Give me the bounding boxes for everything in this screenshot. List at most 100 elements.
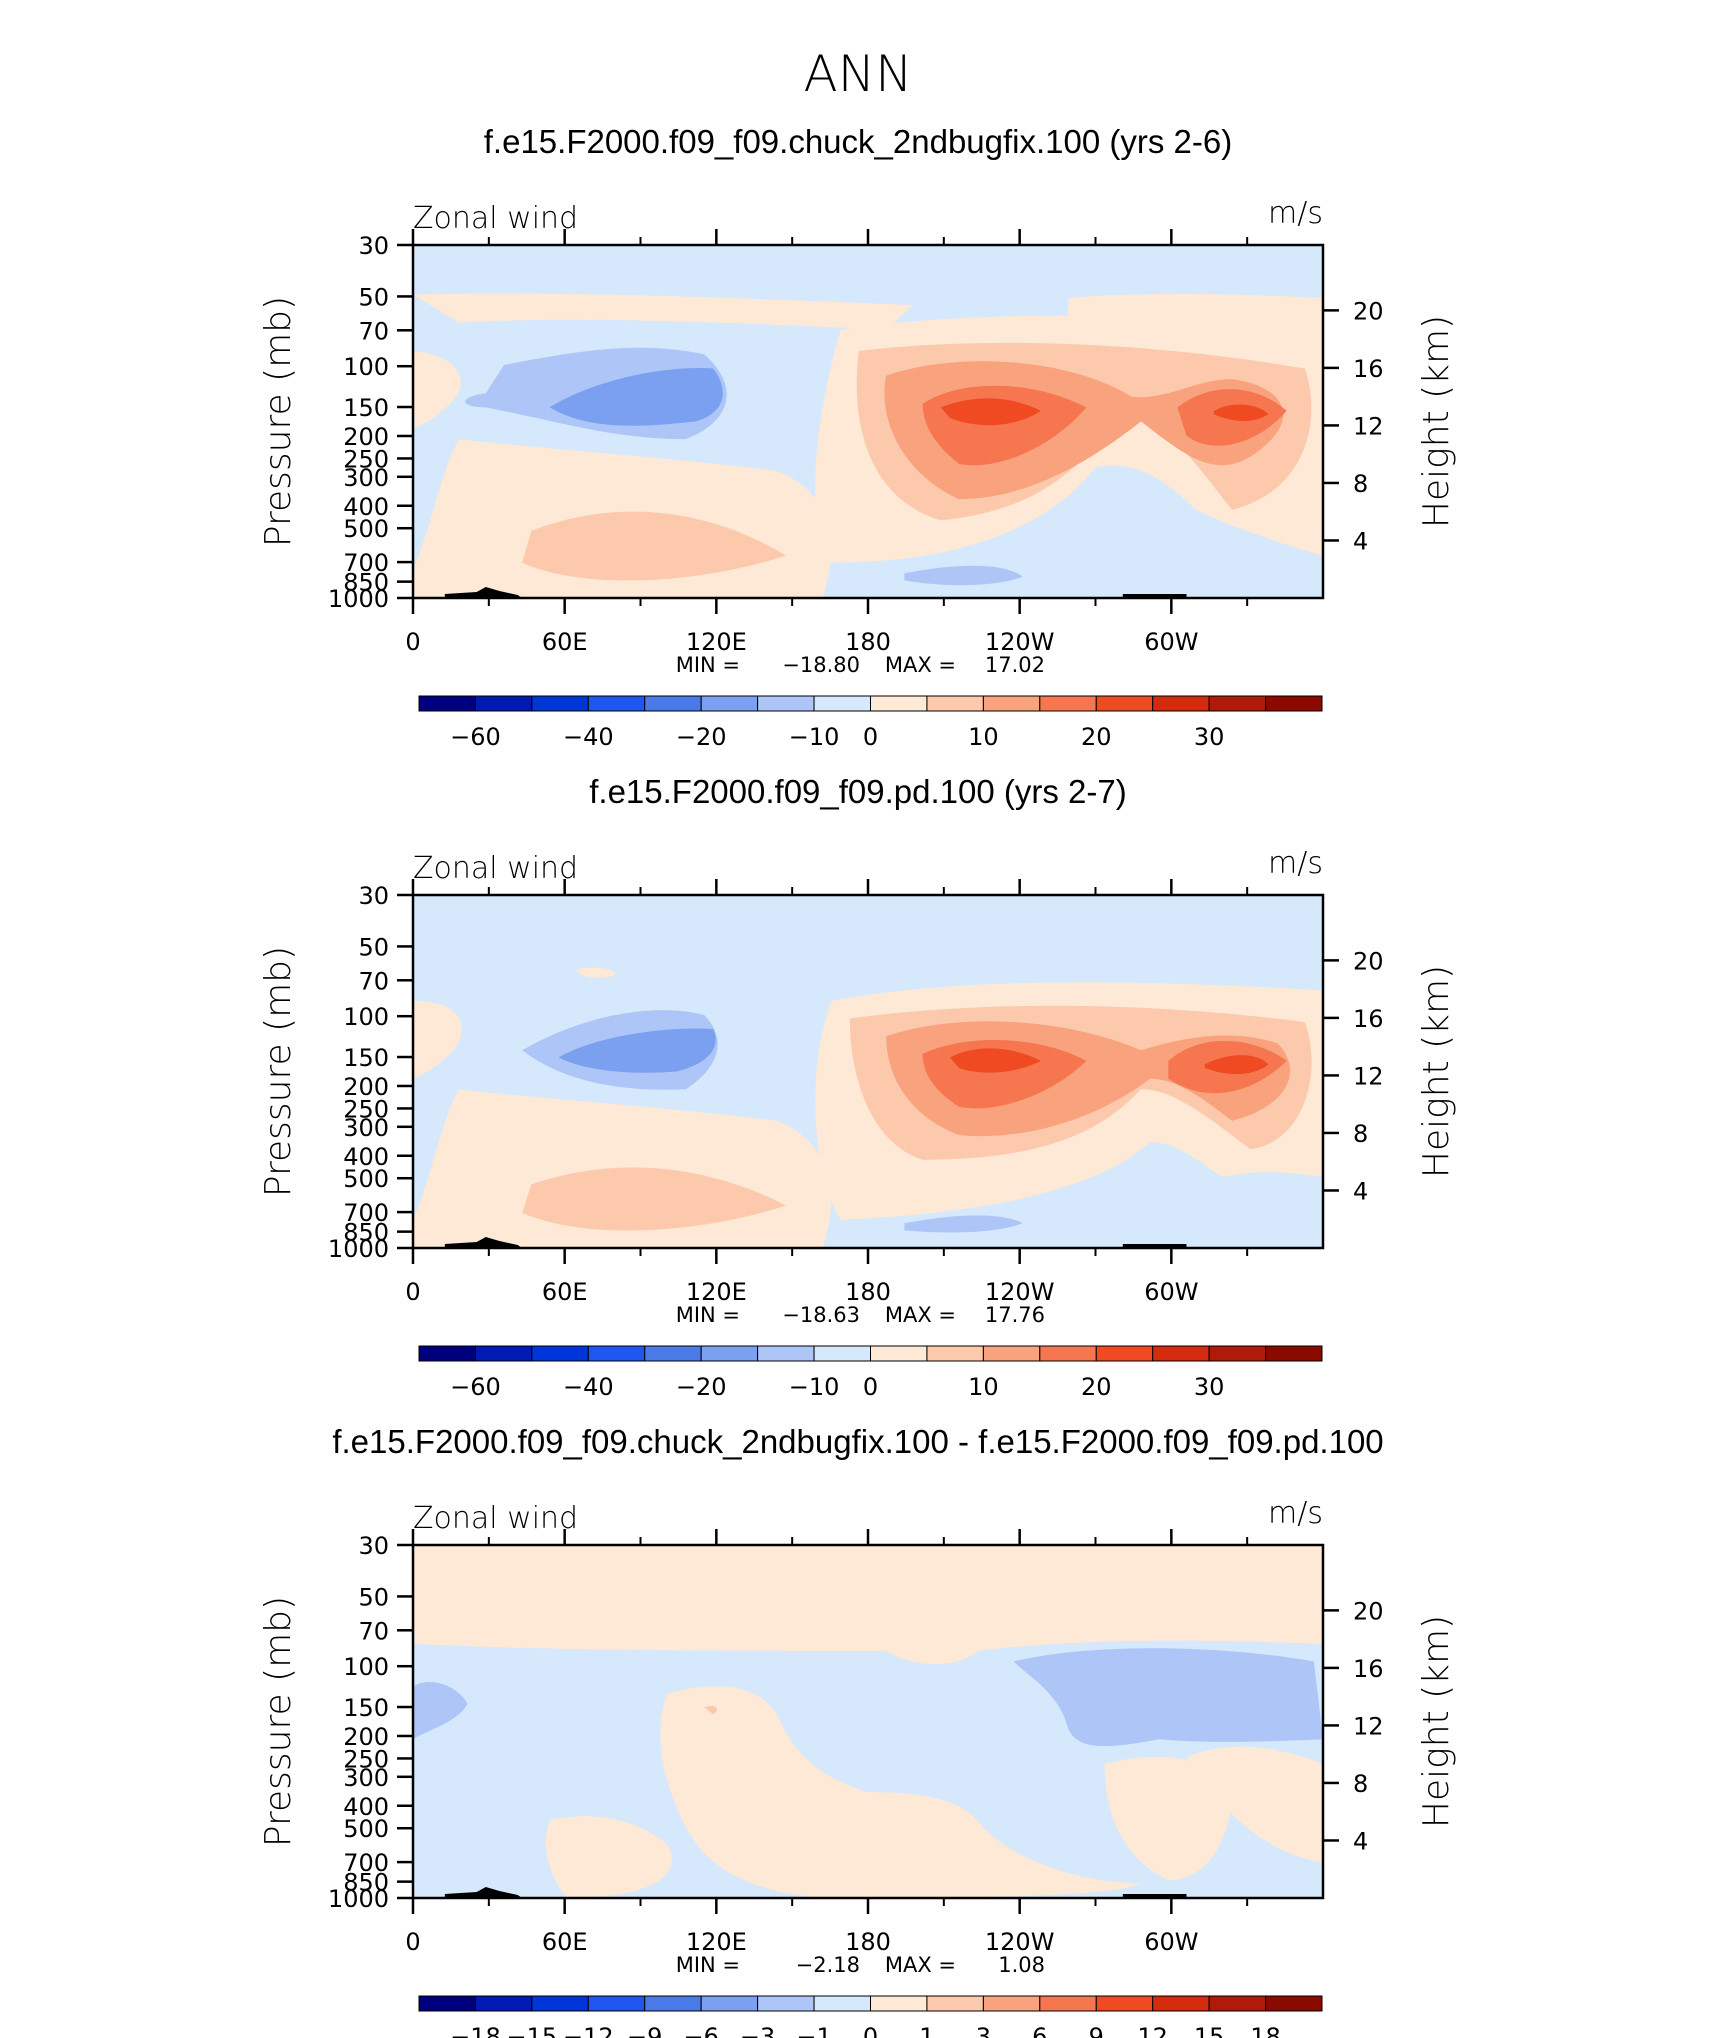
colorbar-label: −10 (789, 1373, 840, 1401)
contour-region (940, 398, 1041, 426)
contour-region (545, 1816, 672, 1898)
contour-region (522, 511, 787, 581)
x-tick-label: 60W (1144, 1278, 1198, 1306)
colorbar-swatch (644, 695, 702, 712)
colorbar-swatch (474, 1995, 533, 2012)
colorbar-label: 1 (919, 2023, 934, 2038)
y-tick-label: 1000 (328, 1885, 389, 1913)
contour-region (413, 350, 461, 429)
panel-1: f.e15.F2000.f09_f09.chuck_2ndbugfix.100 … (258, 123, 1457, 751)
terrain (444, 587, 523, 598)
contour-region (1104, 1756, 1232, 1881)
y-tick-label: 100 (343, 1653, 389, 1681)
colorbar-swatch (418, 695, 476, 712)
y-tick-label: 70 (358, 317, 389, 345)
colorbar-label: −10 (789, 723, 840, 751)
max-value: 17.02 (985, 653, 1045, 677)
colorbar-label: −1 (796, 2023, 831, 2038)
contour-region (904, 565, 1023, 586)
max-label: MAX = (885, 1953, 956, 1977)
colorbar-label: −12 (563, 2023, 614, 2038)
colorbar-label: 10 (968, 1373, 999, 1401)
height-tick-label: 4 (1353, 1827, 1368, 1855)
y-tick-label: 150 (343, 1694, 389, 1722)
y-tick-label: 500 (343, 1815, 389, 1843)
max-label: MAX = (885, 1303, 956, 1327)
colorbar-swatch (587, 695, 646, 712)
colorbar-swatch (1265, 1995, 1323, 2012)
colorbar-swatch (757, 695, 815, 712)
terrain (1122, 1894, 1187, 1898)
x-tick-label: 120W (985, 1278, 1055, 1306)
y-tick-label: 700 (343, 1199, 389, 1227)
x-tick-label: 180 (845, 1928, 891, 1956)
colorbar-swatch (757, 1995, 815, 2012)
height-tick-label: 16 (1353, 1005, 1384, 1033)
terrain (444, 1887, 523, 1898)
x-tick-label: 120E (686, 1928, 747, 1956)
colorbar-label: 20 (1081, 1373, 1112, 1401)
y-tick-label: 700 (343, 1849, 389, 1877)
x-tick-label: 60W (1144, 1928, 1198, 1956)
contour-region (1013, 1648, 1323, 1747)
colorbar-swatch (926, 1345, 984, 1362)
colorbar-swatch (531, 1995, 589, 2012)
contour-plot (413, 1545, 1323, 1898)
colorbar-swatch (474, 695, 533, 712)
colorbar-label: 0 (863, 2023, 878, 2038)
y-tick-label: 300 (343, 464, 389, 492)
colorbar-swatch (870, 1345, 928, 1362)
units-label: m/s (1268, 846, 1323, 881)
colorbar-swatch (474, 1345, 533, 1362)
x-tick-label: 180 (845, 628, 891, 656)
y-tick-label: 400 (343, 1143, 389, 1171)
variable-label: Zonal wind (413, 851, 578, 886)
y-tick-label: 30 (358, 232, 389, 260)
y-tick-label: 200 (343, 423, 389, 451)
contour-region (704, 1705, 718, 1715)
units-label: m/s (1268, 1496, 1323, 1531)
min-label: MIN = (676, 653, 740, 677)
colorbar-label: 3 (976, 2023, 991, 2038)
contour-plot (413, 895, 1323, 1248)
colorbar-label: −20 (676, 723, 727, 751)
x-tick-label: 120E (686, 1278, 747, 1306)
figure-title: ANN (803, 45, 912, 103)
x-tick-label: 180 (845, 1278, 891, 1306)
colorbar-label: 30 (1194, 723, 1225, 751)
min-value: −2.18 (796, 1953, 860, 1977)
max-value: 1.08 (998, 1953, 1045, 1977)
contour-region (949, 1048, 1041, 1073)
colorbar-label: 0 (863, 723, 878, 751)
pressure-axis-title: Pressure (mb) (258, 1596, 299, 1847)
y-tick-label: 850 (343, 1869, 389, 1897)
variable-label: Zonal wind (413, 201, 578, 236)
contour-region (522, 1167, 787, 1231)
colorbar-swatch (1039, 1995, 1097, 2012)
colorbar-swatch (1095, 695, 1154, 712)
colorbar-swatch (644, 1995, 702, 2012)
height-tick-label: 8 (1353, 1120, 1368, 1148)
colorbar-label: −60 (450, 1373, 501, 1401)
colorbar-label: −40 (563, 723, 614, 751)
y-tick-label: 300 (343, 1764, 389, 1792)
height-axis-title: Height (km) (1416, 315, 1457, 528)
colorbar-label: 30 (1194, 1373, 1225, 1401)
contour-region (549, 368, 723, 426)
x-tick-label: 0 (405, 1278, 420, 1306)
y-tick-label: 50 (358, 1583, 389, 1611)
colorbar-swatch (926, 695, 984, 712)
colorbar-swatch (418, 1345, 476, 1362)
colorbar-label: 10 (968, 723, 999, 751)
colorbar-swatch (1039, 695, 1097, 712)
max-label: MAX = (885, 653, 956, 677)
colorbar-swatch (813, 1995, 871, 2012)
y-tick-label: 70 (358, 967, 389, 995)
y-tick-label: 1000 (328, 585, 389, 613)
max-value: 17.76 (985, 1303, 1045, 1327)
colorbar-swatch (1208, 1995, 1267, 2012)
height-tick-label: 20 (1353, 1597, 1384, 1625)
height-tick-label: 8 (1353, 470, 1368, 498)
panel-title: f.e15.F2000.f09_f09.pd.100 (yrs 2-7) (589, 773, 1127, 810)
height-tick-label: 12 (1353, 412, 1384, 440)
